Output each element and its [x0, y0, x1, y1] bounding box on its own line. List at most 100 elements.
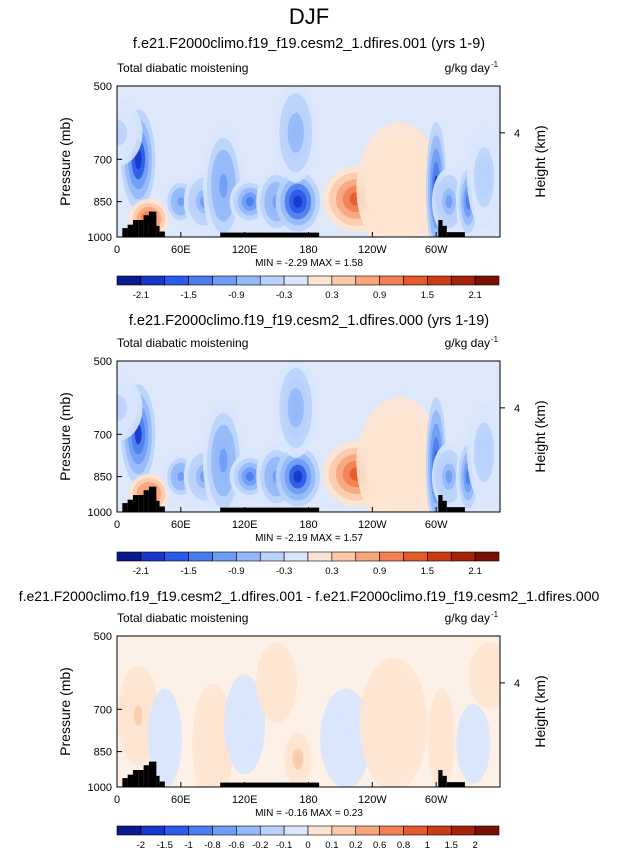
chart-panel-2: f.e21.F2000climo.f19_f19.cesm2_1.dfires.…: [57, 313, 548, 577]
topography-block: [442, 225, 447, 237]
page-title: DJF: [288, 4, 330, 29]
chart-units-exponent: -1: [491, 610, 499, 619]
topography-block: [220, 507, 320, 512]
field-contour: [340, 728, 351, 749]
y-right-axis-label: Height (km): [532, 675, 548, 747]
chart-units-exponent: -1: [491, 335, 499, 344]
topography-block: [438, 495, 443, 512]
colorbar-swatch: [331, 551, 357, 562]
topography-block: [442, 500, 447, 512]
colorbar: -2.1 -1.5 -0.9 -0.3 0.3 0.9 1.5 2.1: [116, 551, 500, 577]
colorbar-swatch: [307, 275, 333, 286]
colorbar-swatch: [212, 825, 237, 836]
field-contour: [295, 753, 301, 765]
chart-title: f.e21.F2000climo.f19_f19.cesm2_1.dfires.…: [129, 313, 489, 329]
colorbar-tick-label: -1.5: [180, 566, 196, 577]
y-tick-label: 700: [94, 154, 112, 166]
chart-stats: MIN = -2.19 MAX = 1.57: [255, 533, 363, 544]
field-contour: [469, 735, 477, 752]
colorbar-swatch: [116, 551, 142, 562]
field-contour: [117, 401, 123, 415]
colorbar-swatch: [379, 825, 404, 836]
colorbar: -2 -1.5 -1 -0.8 -0.6 -0.2 -0.1 0 0.1 0.2 0.6 0.8 1 1.…: [116, 825, 500, 851]
colorbar-swatch: [259, 275, 285, 286]
colorbar-tick-label: -0.8: [204, 840, 220, 851]
y-tick-label: 700: [94, 704, 112, 716]
colorbar-tick-label: 0.3: [325, 566, 338, 577]
y-right-axis-label: Height (km): [532, 400, 548, 472]
field-contour: [480, 442, 488, 463]
colorbar-swatch: [212, 551, 237, 562]
colorbar-tick-label: 0.9: [373, 290, 386, 301]
y-axis-label: Pressure (mb): [57, 392, 73, 481]
colorbar-swatch: [188, 275, 213, 286]
topography-block: [159, 781, 165, 787]
chart-field: [117, 361, 500, 512]
topography-block: [138, 495, 144, 512]
topography-block: [143, 765, 149, 787]
x-tick-label: 120W: [358, 244, 387, 256]
colorbar-tick-label: 2: [472, 840, 477, 851]
colorbar-tick-label: -0.9: [228, 290, 244, 301]
colorbar-tick-label: 2.1: [469, 290, 482, 301]
topography-block: [148, 211, 157, 237]
colorbar-swatch: [450, 551, 476, 562]
chart-title: f.e21.F2000climo.f19_f19.cesm2_1.dfires.…: [19, 588, 600, 604]
chart-field-label: Total diabatic moistening: [117, 611, 248, 625]
colorbar-swatch: [164, 275, 189, 286]
colorbar-tick-label: -1.5: [180, 290, 196, 301]
topography-block: [122, 228, 128, 237]
colorbar-swatch: [427, 551, 452, 562]
colorbar-swatch: [116, 275, 142, 286]
y-tick-label: 500: [94, 356, 112, 368]
colorbar-swatch: [283, 275, 309, 286]
x-tick-label: 120E: [232, 794, 258, 806]
topography-block: [446, 507, 465, 512]
chart-units-exponent: -1: [491, 60, 499, 69]
field-contour: [293, 195, 303, 208]
y-axis-label: Pressure (mb): [57, 117, 73, 206]
colorbar-swatch: [140, 551, 166, 562]
colorbar-swatch: [236, 825, 261, 836]
y-right-tick-label: 4: [514, 678, 520, 690]
field-contour: [177, 196, 185, 207]
colorbar-tick-label: 2.1: [469, 566, 482, 577]
topography-block: [442, 775, 447, 787]
y-right-axis-label: Height (km): [532, 125, 548, 197]
chart-field-label: Total diabatic moistening: [117, 336, 248, 350]
colorbar-tick-label: 0.8: [397, 840, 410, 851]
field-contour: [445, 469, 453, 484]
x-tick-label: 60E: [171, 519, 191, 531]
colorbar-tick-label: 0: [305, 840, 310, 851]
colorbar-swatch: [355, 551, 380, 562]
colorbar-tick-label: -2.1: [133, 566, 149, 577]
y-right-tick-label: 4: [514, 403, 520, 415]
field-contour: [293, 470, 303, 483]
topography-block: [148, 486, 157, 512]
colorbar-tick-label: -0.3: [276, 566, 292, 577]
colorbar-swatch: [236, 275, 261, 286]
field-contour: [445, 194, 453, 209]
x-tick-label: 120W: [358, 794, 387, 806]
field-contour: [117, 126, 123, 140]
x-tick-label: 60W: [425, 519, 448, 531]
field-contour: [177, 471, 185, 482]
topography-block: [156, 225, 160, 237]
colorbar-swatch: [140, 825, 166, 836]
x-tick-label: 0: [114, 244, 120, 256]
colorbar-swatch: [331, 825, 357, 836]
x-tick-label: 120W: [358, 519, 387, 531]
topography-block: [143, 215, 149, 237]
topography-block: [138, 770, 144, 787]
x-tick-label: 60E: [171, 244, 191, 256]
y-axis-label: Pressure (mb): [57, 667, 73, 756]
chart-field: [117, 636, 500, 787]
topography-block: [156, 500, 160, 512]
y-tick-label: 1000: [88, 782, 112, 794]
colorbar-swatch: [427, 275, 452, 286]
x-tick-label: 120E: [232, 519, 258, 531]
field-contour: [208, 731, 217, 756]
field-contour: [291, 122, 300, 143]
colorbar-tick-label: -0.6: [228, 840, 244, 851]
colorbar-swatch: [450, 825, 476, 836]
